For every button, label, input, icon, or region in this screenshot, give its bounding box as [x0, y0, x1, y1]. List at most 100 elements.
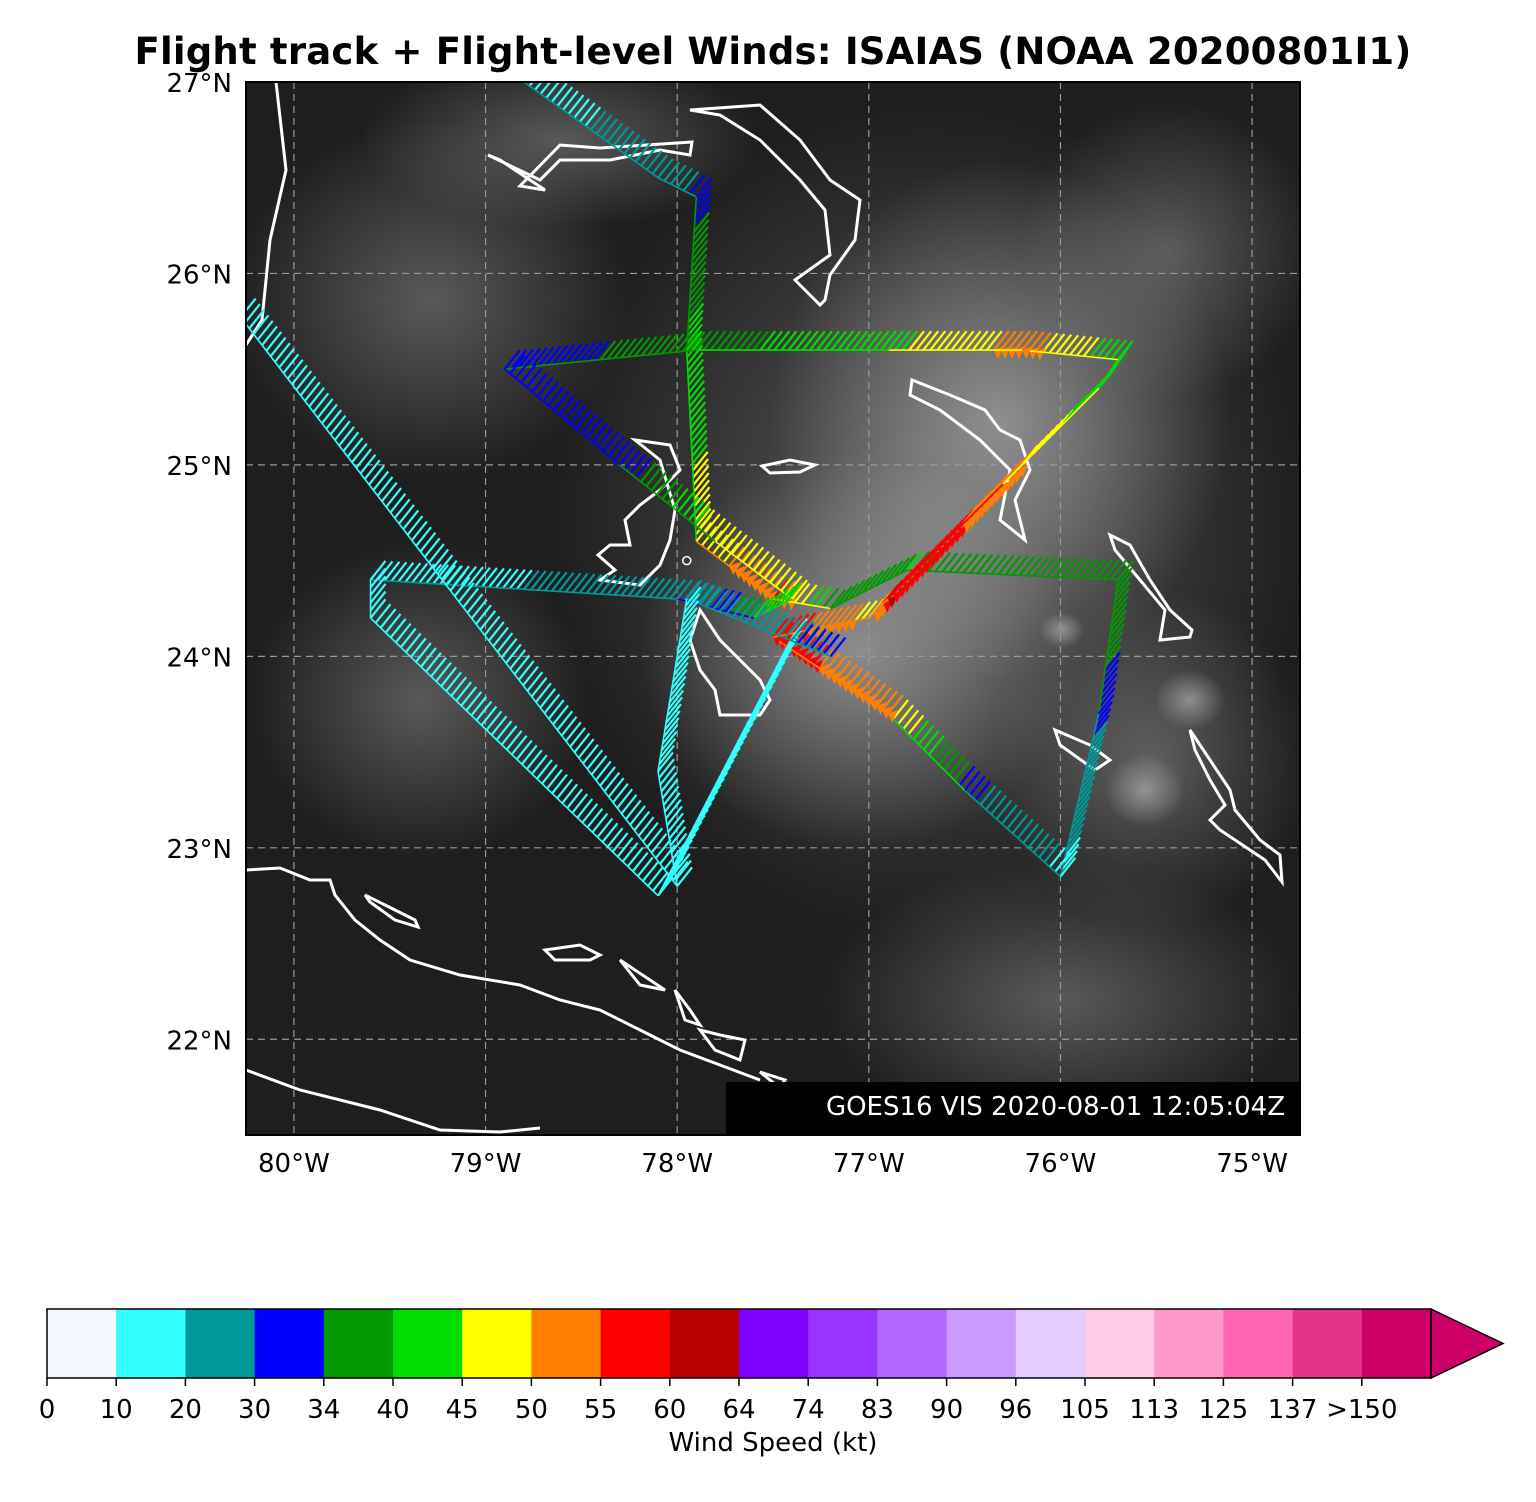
wind-barb	[578, 573, 596, 594]
wind-barb	[823, 634, 840, 655]
chart-title: Flight track + Flight-level Winds: ISAIA…	[134, 30, 1412, 73]
wind-barb	[1106, 630, 1124, 652]
wind-barb	[565, 721, 582, 742]
wind-barb	[693, 479, 710, 500]
wind-barb	[958, 765, 976, 786]
wind-barb	[569, 727, 586, 748]
wind-barb	[955, 552, 973, 574]
wind-barb	[689, 274, 707, 296]
wind-barb	[667, 689, 685, 710]
track-line	[830, 569, 908, 610]
wind-barb	[599, 574, 617, 595]
wind-barb	[901, 330, 918, 351]
wind-barb	[714, 522, 732, 543]
wind-barb	[978, 330, 996, 351]
wind-barb	[505, 643, 522, 664]
wind-barb	[592, 574, 610, 595]
track-line	[619, 464, 717, 543]
wind-barb	[648, 577, 666, 598]
wind-barb	[772, 589, 789, 610]
wind-barb	[385, 487, 402, 508]
colorbar-cell	[1223, 1309, 1294, 1378]
wind-barb	[525, 367, 543, 389]
wind-barb	[585, 341, 603, 362]
wind-barb	[835, 659, 853, 681]
track-segment	[685, 177, 713, 351]
wind-barb	[765, 592, 783, 613]
wind-barb	[1113, 588, 1130, 609]
wind-barb	[797, 620, 815, 642]
wind-barb	[436, 554, 454, 575]
wind-barb	[602, 431, 620, 452]
coastline-cay-sal	[363, 893, 421, 930]
track-line	[657, 177, 697, 198]
lat-tick-labels: 27°N 26°N 25°N 24°N 23°N 22°N	[166, 69, 232, 1056]
wind-flag	[740, 570, 751, 584]
colorbar-tick-label: 60	[653, 1395, 686, 1425]
wind-barb	[691, 233, 709, 254]
wind-barb	[690, 582, 707, 604]
wind-barb	[647, 866, 664, 887]
wind-barb	[985, 330, 1003, 351]
colorbar-cell	[1154, 1309, 1224, 1378]
wind-barb	[453, 576, 471, 597]
wind-barb	[746, 596, 763, 618]
track-segment	[964, 775, 1077, 878]
wind-barb	[664, 710, 681, 731]
wind-barb	[618, 130, 635, 151]
wind-barb	[430, 657, 447, 678]
wind-barb	[867, 569, 885, 591]
track-segment	[714, 522, 803, 600]
wind-barb	[390, 561, 408, 582]
wind-barb	[654, 838, 672, 859]
wind-barb	[369, 560, 387, 581]
wind-barb	[769, 563, 787, 584]
coastline-ragged-3	[673, 989, 704, 1028]
wind-barb	[634, 576, 652, 598]
wind-barb	[963, 770, 981, 792]
lon-tick-label: 79°W	[450, 1149, 522, 1179]
wind-barb	[770, 613, 788, 634]
wind-barb	[517, 348, 535, 369]
wind-barb	[1018, 555, 1036, 576]
wind-barb	[530, 677, 548, 698]
wind-barb	[502, 568, 519, 589]
coastline-ragged-4	[696, 1027, 747, 1063]
wind-barb	[688, 387, 706, 408]
wind-barb	[586, 749, 604, 770]
wind-barb	[800, 636, 818, 658]
wind-barb	[607, 777, 625, 798]
wind-barb	[936, 330, 954, 351]
wind-barb	[363, 459, 381, 480]
wind-barb	[739, 595, 756, 616]
wind-barb	[612, 126, 630, 147]
coastline-grand-bahama	[487, 140, 694, 192]
colorbar-tick-label: >150	[1326, 1395, 1397, 1425]
wind-barb	[1088, 735, 1105, 756]
wind-barb	[1086, 741, 1104, 762]
wind-barb	[673, 655, 690, 676]
wind-barb	[1093, 714, 1110, 735]
wind-barb	[670, 669, 688, 690]
colorbar-cell	[393, 1309, 463, 1378]
track-line	[686, 598, 831, 658]
wind-barb	[1032, 556, 1050, 577]
wind-barb	[590, 755, 608, 776]
wind-barb	[440, 559, 458, 581]
wind-barb	[564, 399, 581, 421]
wind-barb	[432, 564, 450, 585]
track-segment	[829, 553, 917, 610]
wind-barb	[475, 604, 492, 625]
wind-barb	[793, 583, 811, 604]
wind-barb	[613, 440, 630, 462]
wind-barb	[1102, 659, 1120, 680]
wind-barb	[526, 749, 543, 770]
wind-barb	[792, 613, 810, 634]
wind-barb	[709, 330, 727, 351]
wind-barb	[969, 775, 986, 796]
wind-barb	[687, 366, 705, 387]
wind-barb	[758, 554, 776, 575]
wind-barb	[912, 719, 930, 741]
wind-barb	[971, 330, 989, 351]
wind-barb	[784, 582, 802, 603]
